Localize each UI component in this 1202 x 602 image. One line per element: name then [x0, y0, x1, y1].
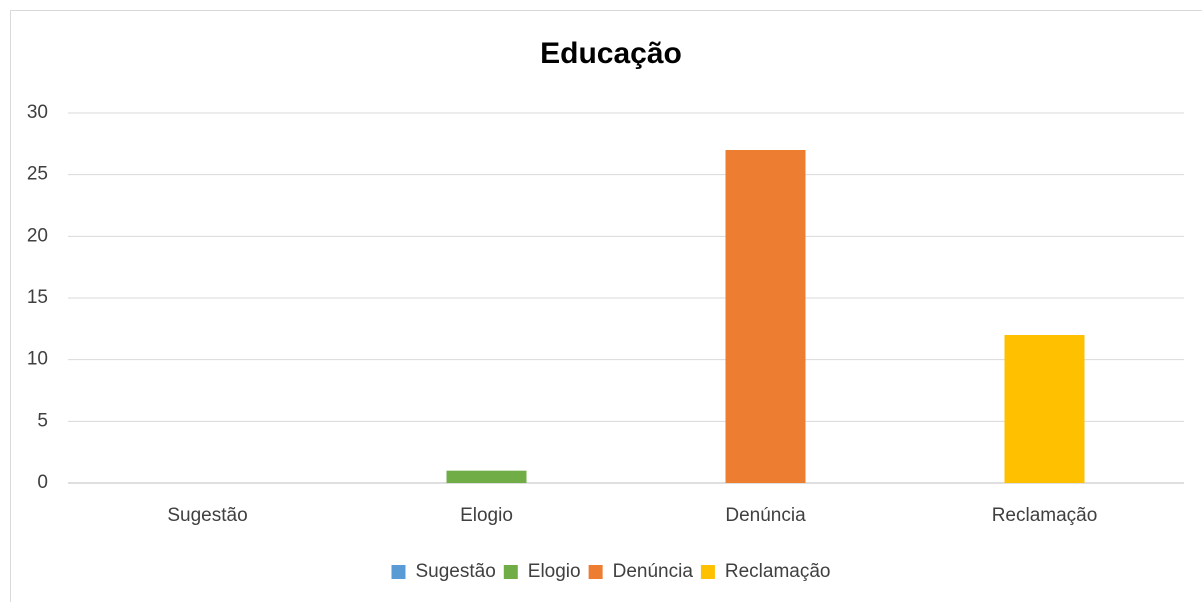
chart-title: Educação: [540, 37, 682, 70]
x-tick-label: Reclamação: [992, 505, 1098, 526]
y-tick-label: 20: [27, 225, 48, 246]
bar: [446, 470, 527, 483]
legend-swatch: [391, 565, 406, 579]
legend-label: Sugestão: [415, 561, 495, 582]
legend-label: Reclamação: [725, 561, 831, 582]
x-tick-label: Denúncia: [725, 505, 806, 526]
y-tick-label: 10: [27, 349, 48, 370]
x-tick-label: Elogio: [460, 505, 513, 526]
y-tick-label: 25: [27, 164, 48, 185]
x-tick-label: Sugestão: [167, 505, 247, 526]
bar: [1004, 335, 1085, 483]
legend-label: Elogio: [528, 561, 581, 582]
legend-label: Denúncia: [613, 561, 694, 582]
bar: [725, 150, 806, 483]
chart-border: [10, 10, 1202, 602]
legend-swatch: [503, 565, 518, 579]
y-tick-label: 5: [37, 410, 48, 431]
legend-swatch: [700, 565, 715, 579]
y-tick-label: 15: [27, 287, 48, 308]
y-tick-label: 30: [27, 102, 48, 123]
y-tick-label: 0: [37, 472, 48, 493]
legend-swatch: [588, 565, 603, 579]
